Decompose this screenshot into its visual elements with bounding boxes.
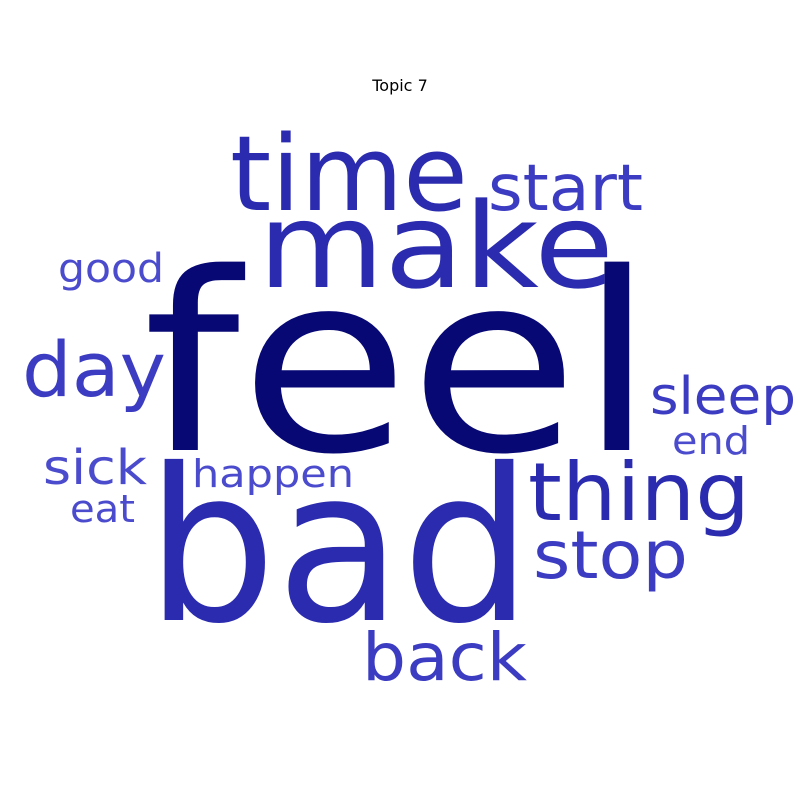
word-day: day [22,325,166,414]
word-thing: thing [528,446,750,539]
word-stop: stop [533,517,688,594]
word-make: make [258,177,614,315]
word-feel: feel [143,221,655,509]
word-back: back [362,619,528,696]
word-eat: eat [70,487,135,531]
word-good: good [58,246,164,292]
word-end: end [672,419,750,463]
word-time: time [230,113,468,235]
word-start: start [488,152,643,226]
word-bad: bad [146,423,532,670]
word-sick: sick [43,440,147,496]
figure-title: Topic 7 [372,76,428,95]
word-happen: happen [192,452,354,496]
word-sleep: sleep [650,367,796,427]
